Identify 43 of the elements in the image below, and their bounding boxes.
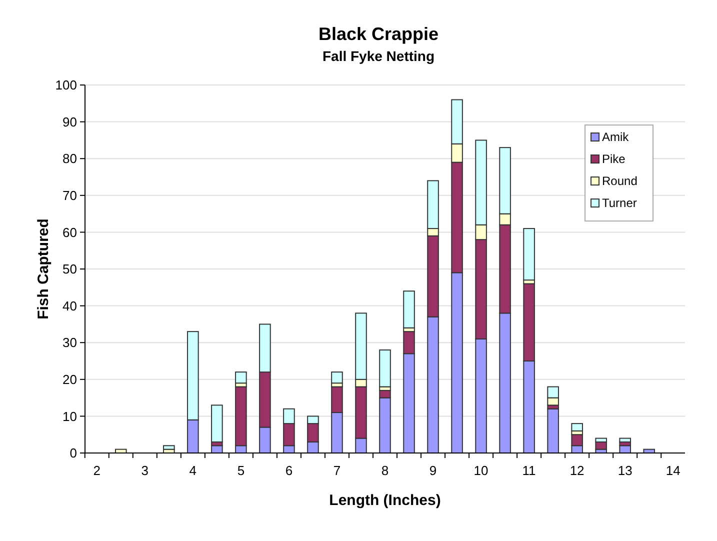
legend-label: Pike: [602, 152, 626, 166]
y-tick-label: 90: [62, 114, 77, 130]
y-tick-label: 60: [62, 224, 77, 240]
bar: [379, 349, 391, 388]
x-tick-label: 13: [618, 463, 632, 478]
legend-label: Round: [602, 174, 638, 188]
y-tick-label: 10: [62, 408, 77, 424]
x-tick-label: 14: [666, 463, 680, 478]
y-axis-title: Fish Captured: [35, 218, 52, 320]
y-tick-label: 0: [70, 446, 77, 461]
y-tick-label: 70: [62, 188, 77, 203]
x-tick-label: 8: [381, 463, 389, 478]
bar: [595, 441, 607, 450]
legend-label: Turner: [602, 196, 637, 210]
x-tick-label: 9: [429, 463, 437, 478]
x-tick-label: 5: [237, 463, 245, 478]
bar: [571, 423, 583, 432]
x-tick-label: 7: [333, 463, 341, 478]
bar: [523, 228, 535, 281]
bar: [163, 445, 175, 450]
y-tick-label: 100: [55, 78, 77, 93]
bar: [235, 372, 247, 384]
bar: [211, 404, 223, 442]
x-tick-label: 10: [474, 463, 488, 478]
bar: [331, 372, 343, 384]
bar: [619, 438, 631, 442]
y-tick-label: 80: [62, 151, 77, 166]
x-tick-label: 6: [285, 463, 293, 478]
chart-subtitle: Fall Fyke Netting: [322, 48, 435, 64]
y-tick-label: 50: [62, 262, 77, 277]
x-tick-label: 3: [141, 463, 149, 478]
x-tick-label: 2: [93, 463, 100, 478]
x-axis-title: Length (Inches): [329, 492, 441, 509]
x-tick-label: 11: [522, 463, 536, 478]
x-tick-label: 4: [189, 463, 197, 478]
y-tick-label: 20: [62, 372, 77, 387]
bar: [403, 290, 415, 328]
chart-title: Black Crappie: [318, 24, 439, 44]
y-tick-label: 30: [62, 335, 77, 350]
legend-label: Amik: [602, 130, 630, 144]
x-tick-label: 12: [570, 463, 584, 478]
bar: [547, 408, 559, 454]
y-tick-label: 40: [62, 298, 77, 314]
